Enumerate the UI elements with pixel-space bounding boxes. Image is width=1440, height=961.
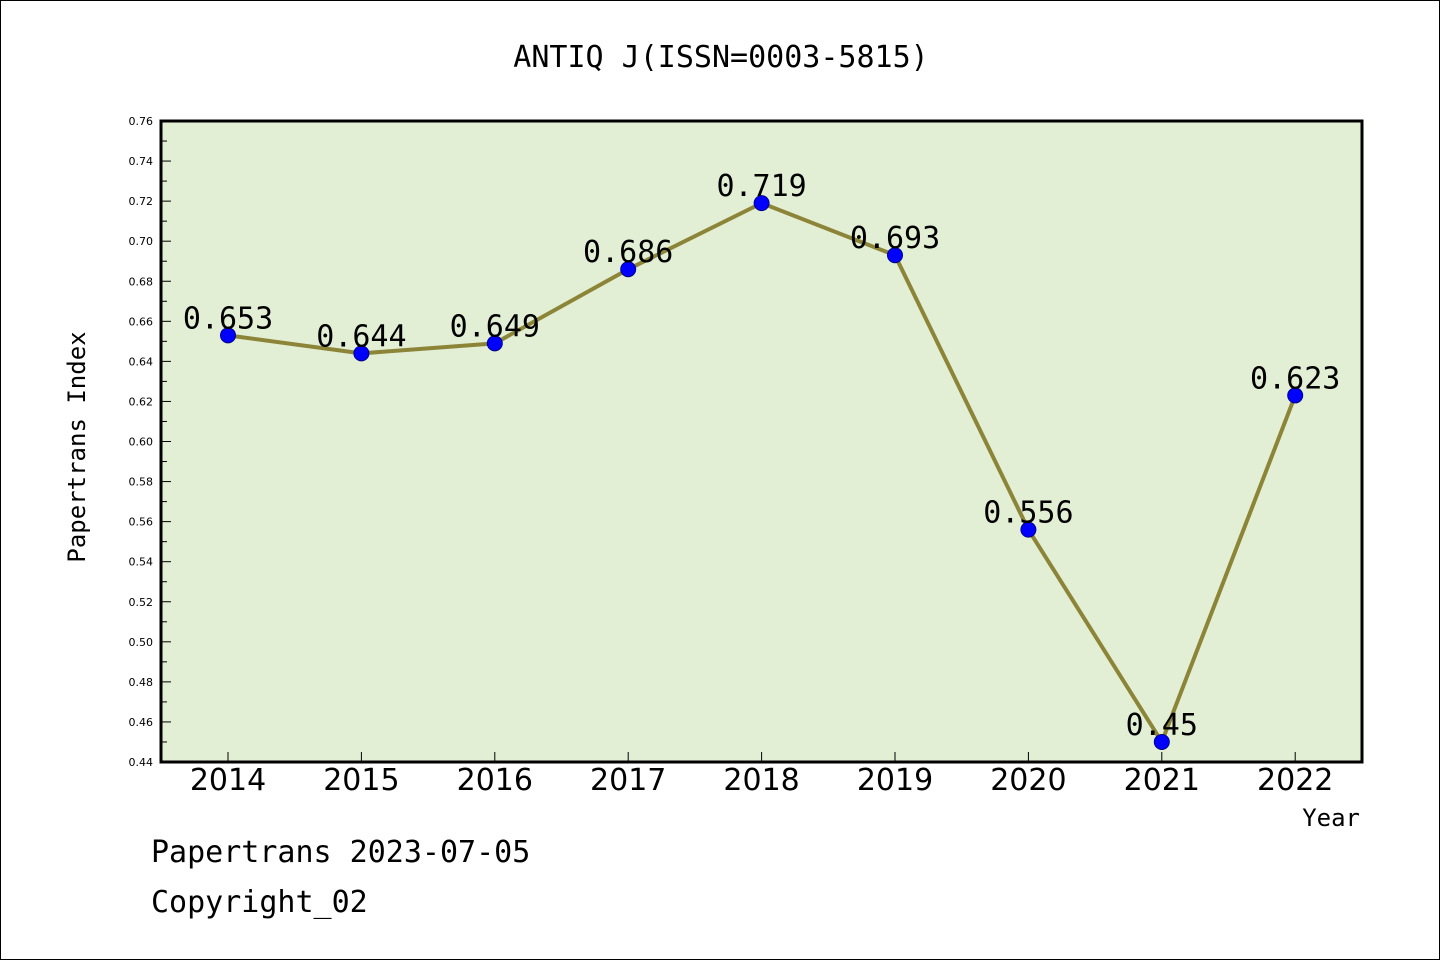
y-tick-label: 0.48 xyxy=(129,676,154,689)
y-tick-label: 0.74 xyxy=(129,155,154,168)
x-tick-label: 2014 xyxy=(190,763,266,798)
x-tick-label: 2019 xyxy=(857,763,933,798)
footer-date: Papertrans 2023-07-05 xyxy=(151,835,531,870)
x-tick-label: 2020 xyxy=(990,763,1066,798)
data-point xyxy=(620,261,637,278)
y-tick-label: 0.44 xyxy=(129,756,154,769)
data-label: 0.623 xyxy=(1250,361,1340,396)
x-tick-label: 2017 xyxy=(590,763,666,798)
y-tick-label: 0.72 xyxy=(129,195,154,208)
data-labels: 0.653 0.644 0.649 0.686 0.719 0.693 0.556 0.45 0… xyxy=(183,169,1341,743)
y-tick-label: 0.52 xyxy=(129,596,154,609)
y-axis: 0.44 0.46 0.48 0.50 0.52 0.54 0.56 0.58 0.60 0.62… xyxy=(129,115,171,769)
data-label: 0.45 xyxy=(1126,708,1198,743)
data-label: 0.649 xyxy=(450,309,540,344)
data-label: 0.556 xyxy=(983,496,1073,531)
data-point xyxy=(486,335,503,352)
y-tick-label: 0.56 xyxy=(129,516,154,529)
plot-area xyxy=(159,119,1364,764)
y-tick-label: 0.46 xyxy=(129,716,154,729)
data-point xyxy=(1287,387,1304,404)
data-point xyxy=(1020,521,1037,538)
y-tick-label: 0.58 xyxy=(129,476,154,489)
y-tick-label: 0.64 xyxy=(129,355,154,368)
data-label: 0.653 xyxy=(183,301,273,336)
x-axis: 2014 2015 2016 2017 2018 2019 2020 2021 2022 xyxy=(190,752,1333,798)
y-tick-label: 0.76 xyxy=(129,115,154,128)
y-tick-label: 0.66 xyxy=(129,315,154,328)
data-point xyxy=(887,247,903,264)
footer-copyright: Copyright_02 xyxy=(151,885,368,920)
data-label: 0.693 xyxy=(850,221,940,256)
x-tick-label: 2022 xyxy=(1257,763,1333,798)
y-tick-label: 0.50 xyxy=(129,636,154,649)
x-tick-label: 2021 xyxy=(1124,763,1200,798)
data-label: 0.686 xyxy=(583,235,673,270)
y-tick-label: 0.68 xyxy=(129,275,154,288)
data-label: 0.719 xyxy=(716,169,806,204)
x-tick-label: 2016 xyxy=(457,763,533,798)
data-label: 0.644 xyxy=(316,319,406,354)
y-tick-label: 0.60 xyxy=(129,436,154,449)
data-point xyxy=(753,195,770,212)
y-axis-label: Papertrans Index xyxy=(63,331,91,562)
y-tick-label: 0.70 xyxy=(129,235,154,248)
data-point xyxy=(1153,733,1170,750)
chart-title: ANTIQ J(ISSN=0003-5815) xyxy=(513,40,928,75)
y-tick-label: 0.54 xyxy=(129,556,154,569)
x-axis-label: Year xyxy=(1302,804,1360,832)
data-point xyxy=(220,327,236,344)
data-point xyxy=(353,345,370,362)
series-markers xyxy=(220,195,1304,750)
x-tick-label: 2015 xyxy=(323,763,399,798)
x-tick-label: 2018 xyxy=(723,763,799,798)
y-tick-label: 0.62 xyxy=(129,395,154,408)
